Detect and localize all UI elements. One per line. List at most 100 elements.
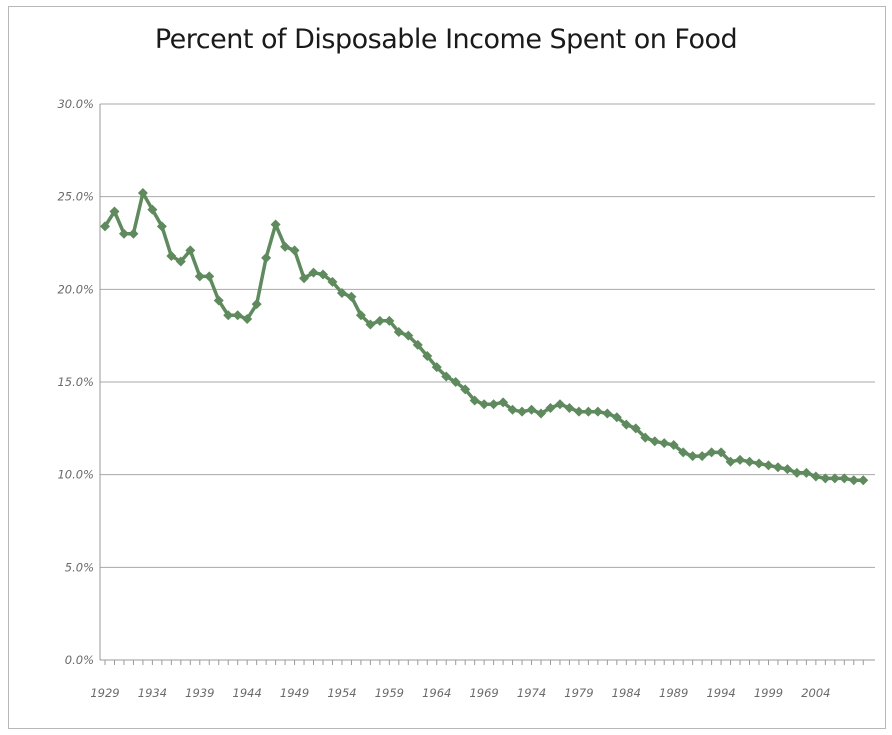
data-point: [251, 299, 262, 310]
data-point: [488, 399, 499, 410]
data-point: [393, 326, 404, 337]
data-point: [820, 473, 831, 484]
data-point: [554, 399, 565, 410]
data-point: [668, 440, 679, 451]
data-point: [649, 436, 660, 447]
data-point: [412, 339, 423, 350]
data-point: [498, 397, 509, 408]
data-point: [526, 404, 537, 415]
data-point: [858, 475, 869, 486]
x-tick-label: 1939: [185, 686, 214, 700]
chart-frame: [8, 6, 886, 729]
data-point: [725, 456, 736, 467]
x-tick-label: 1999: [754, 686, 783, 700]
data-point: [318, 269, 328, 280]
y-tick-label: 15.0%: [57, 375, 94, 389]
data-point: [156, 221, 167, 232]
x-tick-label: 1979: [564, 686, 593, 700]
data-point: [801, 467, 812, 478]
data-point: [687, 451, 698, 462]
data-point: [213, 295, 224, 306]
data-point: [336, 288, 347, 299]
data-point: [772, 462, 783, 473]
data-point: [137, 187, 148, 198]
gridlines: [100, 103, 875, 661]
data-point: [640, 432, 651, 443]
data-point: [403, 330, 414, 341]
data-point: [450, 377, 461, 387]
data-point: [109, 206, 120, 217]
data-point: [697, 451, 708, 462]
y-tick-label: 0.0%: [65, 653, 94, 667]
y-tick-label: 5.0%: [65, 560, 94, 574]
data-point: [223, 310, 234, 321]
data-point: [460, 384, 471, 395]
x-tick-label: 1959: [375, 686, 404, 700]
data-point: [327, 276, 338, 287]
data-point: [716, 447, 727, 458]
data-point: [194, 271, 205, 282]
data-point: [659, 438, 670, 449]
data-point: [791, 467, 802, 478]
series-line: [103, 191, 864, 482]
data-point: [422, 351, 433, 362]
data-point: [431, 362, 442, 373]
data-point: [185, 245, 196, 256]
data-point: [441, 371, 452, 382]
data-point: [735, 454, 746, 465]
data-point: [678, 447, 689, 458]
data-point: [592, 406, 603, 417]
x-tick-label: 1929: [90, 686, 119, 700]
data-point: [469, 395, 480, 406]
data-point: [507, 404, 518, 415]
data-point: [517, 406, 528, 417]
y-tick-label: 25.0%: [57, 190, 94, 204]
data-point: [270, 219, 281, 230]
data-point: [365, 319, 376, 330]
data-point: [848, 475, 859, 486]
x-tick-label: 1949: [280, 686, 309, 700]
y-axis: 0.0% 5.0% 10.0% 15.0% 20.0% 25.0% 30.0%: [57, 97, 101, 667]
x-tick-label: 1989: [659, 686, 688, 700]
data-point: [355, 310, 366, 321]
x-tick-label: 2004: [801, 686, 830, 700]
x-tick-label: 1969: [469, 686, 498, 700]
chart-title: Percent of Disposable Income Spent on Fo…: [154, 24, 738, 55]
x-tick-label: 1984: [612, 686, 641, 700]
data-point: [261, 252, 272, 263]
data-point: [166, 250, 177, 261]
x-tick-label: 1994: [706, 686, 735, 700]
data-point: [744, 456, 755, 467]
data-point: [839, 473, 850, 484]
data-point: [564, 402, 575, 413]
data-point: [346, 291, 357, 302]
data-point: [100, 221, 110, 232]
data-point: [299, 273, 310, 284]
data-point: [280, 241, 291, 252]
data-point: [384, 315, 395, 326]
data-point: [754, 458, 764, 469]
x-tick-label: 1974: [517, 686, 546, 700]
data-point: [630, 423, 641, 434]
x-tick-label: 1944: [233, 686, 262, 700]
data-point: [175, 256, 186, 267]
data-point: [829, 473, 840, 484]
data-point: [602, 408, 613, 419]
data-point: [573, 406, 584, 417]
data-point: [289, 245, 300, 256]
data-point: [118, 228, 129, 239]
y-tick-label: 10.0%: [57, 468, 94, 482]
data-point: [621, 419, 632, 430]
data-point: [204, 271, 215, 282]
data-point: [810, 471, 821, 482]
data-point: [147, 204, 158, 215]
data-point: [242, 313, 253, 324]
x-tick-label: 1964: [422, 686, 451, 700]
data-point: [479, 399, 490, 410]
series-food-share: [100, 187, 869, 486]
data-point: [232, 310, 243, 321]
x-tick-label: 1954: [327, 686, 356, 700]
data-point: [763, 460, 774, 471]
data-point: [611, 412, 622, 423]
